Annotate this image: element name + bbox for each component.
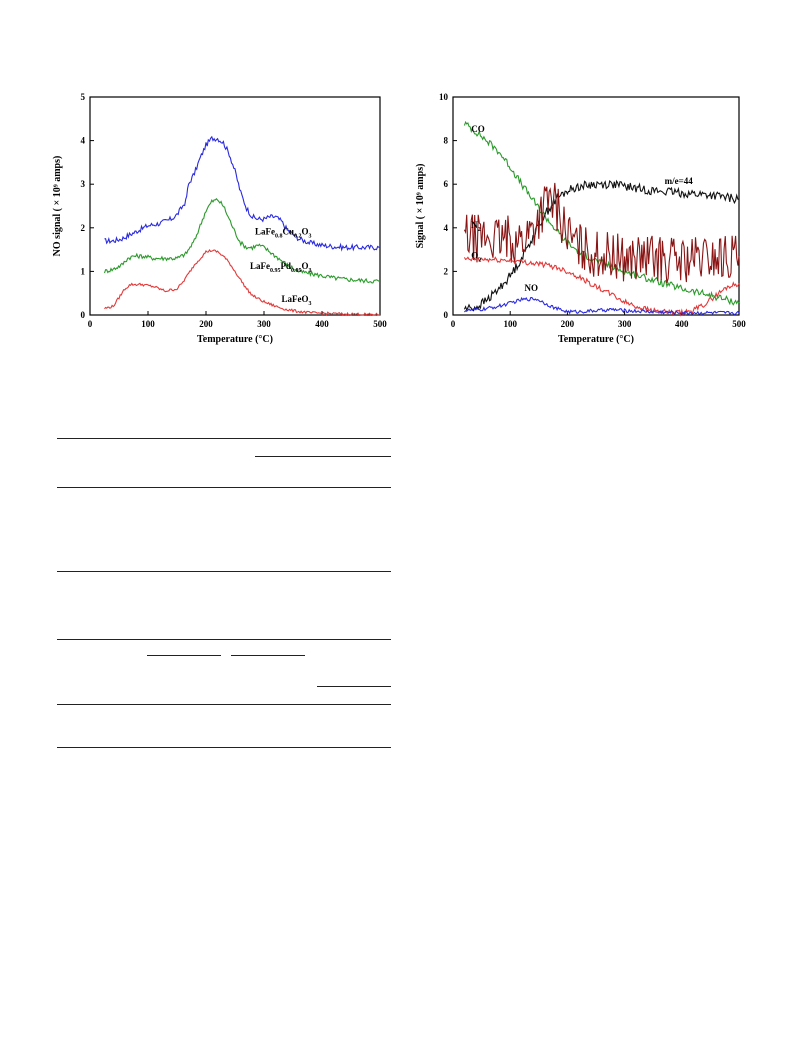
plot-frame [89, 96, 381, 316]
table-rule-8 [317, 686, 391, 687]
y-axis-label: NO signal ( × 10⁹ amps) [52, 156, 63, 257]
y-axis-label: Signal ( × 10⁹ amps) [415, 164, 426, 249]
table-rule-2 [255, 456, 391, 457]
x-tick-label: 300 [257, 319, 271, 329]
series-line [463, 179, 740, 312]
x-axis-label: Temperature (°C) [558, 334, 634, 345]
x-tick-label: 200 [199, 319, 213, 329]
y-tick-label: 8 [444, 136, 449, 146]
x-tick-label: 400 [315, 319, 329, 329]
series-label: LaFe0.95Pd0.05O3 [250, 261, 312, 274]
series-label: LaFeO3 [282, 294, 312, 307]
table-rule-7 [231, 655, 305, 656]
y-tick-label: 4 [444, 223, 449, 233]
x-tick-label: 0 [451, 319, 456, 329]
series-line [463, 256, 740, 317]
x-tick-label: 300 [618, 319, 632, 329]
series-line [104, 135, 381, 252]
plot-frame [452, 96, 740, 316]
y-tick-label: 0 [81, 310, 86, 320]
series-line [463, 182, 740, 284]
y-tick-label: 1 [81, 266, 86, 276]
x-tick-label: 500 [373, 319, 387, 329]
x-tick-label: 100 [503, 319, 517, 329]
x-tick-label: 100 [141, 319, 155, 329]
table-rule-5 [57, 639, 391, 640]
y-tick-label: 10 [439, 92, 449, 102]
co-no-reaction-chart: 0 100 200 300 400 500 0 2 4 6 8 10 Temperature (°C) S… [415, 92, 746, 345]
x-tick-label: 0 [88, 319, 93, 329]
y-tick-label: 3 [81, 179, 86, 189]
no-tpd-chart: 0 100 200 300 400 500 0 1 2 3 4 5 Temperature (°C) NO… [52, 92, 387, 345]
table-rule-1 [57, 438, 391, 439]
series-label: O2 [471, 250, 481, 263]
series-label: m/e=44 [665, 176, 694, 186]
y-tick-label: 2 [81, 223, 86, 233]
x-tick-label: 200 [561, 319, 575, 329]
table-rule-6 [147, 655, 221, 656]
x-tick-label: 400 [675, 319, 689, 329]
table-rule-4 [57, 571, 391, 572]
x-axis-label: Temperature (°C) [197, 334, 273, 345]
y-tick-label: 5 [81, 92, 86, 102]
series-label: CO [471, 124, 485, 134]
series-label: LaFe0.8Cu0.2O3 [255, 226, 312, 239]
x-tick-label: 500 [732, 319, 746, 329]
series-line [103, 198, 381, 284]
series-line [463, 120, 740, 306]
y-tick-label: 6 [444, 179, 449, 189]
y-tick-label: 0 [444, 310, 449, 320]
y-tick-label: 2 [444, 266, 449, 276]
table-rule-9 [57, 704, 391, 705]
y-tick-label: 4 [81, 136, 86, 146]
table-rule-10 [57, 747, 391, 748]
series-line [104, 249, 381, 317]
series-line [464, 296, 740, 316]
series-label: N2 [471, 220, 481, 233]
series-label: NO [525, 283, 539, 293]
table-rule-3 [57, 487, 391, 488]
